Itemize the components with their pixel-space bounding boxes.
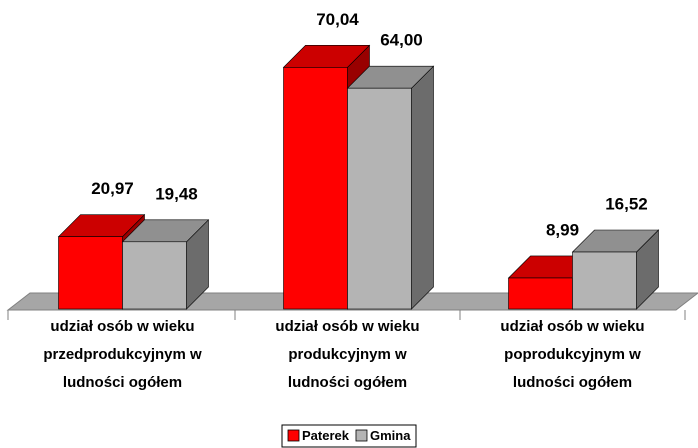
data-label: 64,00 <box>380 31 423 50</box>
x-tick-label: poprodukcyjnym w <box>504 346 641 363</box>
x-tick-label: ludności ogółem <box>513 374 632 391</box>
x-tick-label: produkcyjnym w <box>288 346 407 363</box>
x-tick-label: przedprodukcyjnym w <box>43 346 202 363</box>
data-label: 70,04 <box>316 10 359 29</box>
bar <box>122 241 187 310</box>
x-tick-label: ludności ogółem <box>288 374 407 391</box>
bar-side <box>411 65 434 310</box>
bar <box>508 277 573 310</box>
x-tick-label: ludności ogółem <box>63 374 182 391</box>
bar <box>347 87 412 310</box>
legend-label: Gmina <box>370 428 411 443</box>
bar <box>572 251 637 310</box>
data-label: 16,52 <box>605 194 648 213</box>
x-tick-label: udział osób w wieku <box>50 318 194 335</box>
bar <box>58 236 123 310</box>
x-tick-label: udział osób w wieku <box>500 318 644 335</box>
data-label: 20,97 <box>91 179 134 198</box>
data-label: 8,99 <box>546 220 579 239</box>
data-label: 19,48 <box>155 184 198 203</box>
legend-label: Paterek <box>302 428 350 443</box>
x-tick-label: udział osób w wieku <box>275 318 419 335</box>
legend-box <box>281 424 417 448</box>
bar <box>283 67 348 310</box>
legend-swatch <box>287 429 300 442</box>
legend-swatch <box>355 429 368 442</box>
